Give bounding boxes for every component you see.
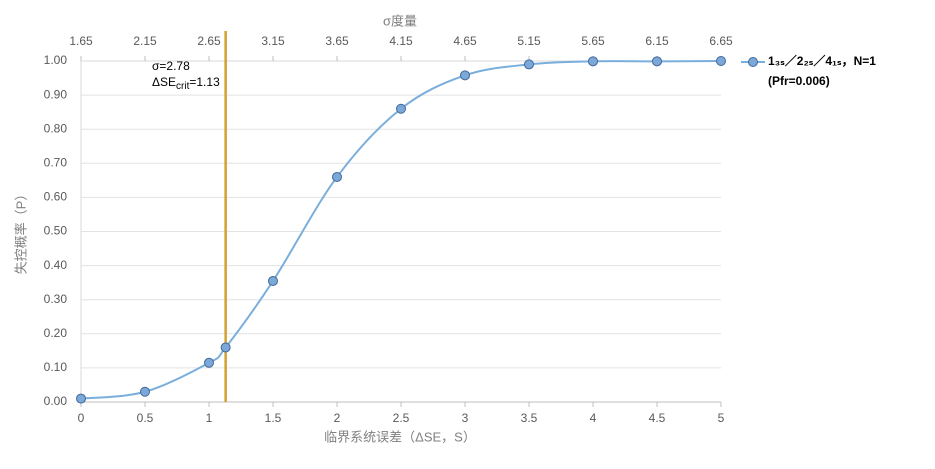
x2-tick-label: 6.15 bbox=[645, 34, 669, 48]
legend-marker bbox=[748, 57, 758, 67]
y-tick-label: 0.10 bbox=[44, 360, 68, 374]
x2-tick-label: 5.65 bbox=[581, 34, 605, 48]
legend-label: 1₃ₛ／2₂ₛ／4₁ₛ，N=1 bbox=[768, 53, 876, 68]
y-tick-label: 0.50 bbox=[44, 224, 68, 238]
x2-tick-label: 2.65 bbox=[197, 34, 221, 48]
annotation-part: =1.13 bbox=[189, 75, 220, 89]
x-tick-label: 3 bbox=[462, 411, 469, 425]
annotation-sub: crit bbox=[176, 81, 190, 92]
marker bbox=[396, 103, 406, 114]
y-tick-label: 0.20 bbox=[44, 326, 68, 340]
x2-title: σ度量 bbox=[383, 13, 417, 28]
x2-tick-label: 4.65 bbox=[453, 34, 477, 48]
x-tick-label: 0.5 bbox=[137, 411, 154, 425]
x-tick-label: 4.5 bbox=[649, 411, 666, 425]
marker bbox=[76, 393, 86, 404]
y-tick-label: 0.60 bbox=[44, 190, 68, 204]
y-tick-label: 0.40 bbox=[44, 258, 68, 272]
marker bbox=[332, 171, 342, 182]
x2-tick-label: 2.15 bbox=[133, 34, 157, 48]
y-title: 失控概率（P） bbox=[13, 188, 28, 275]
marker bbox=[268, 275, 278, 286]
x-tick-label: 2.5 bbox=[393, 411, 410, 425]
y-tick-label: 0.70 bbox=[44, 155, 68, 169]
x-tick-label: 4 bbox=[590, 411, 597, 425]
x-tick-label: 3.5 bbox=[521, 411, 538, 425]
marker bbox=[716, 56, 726, 66]
marker bbox=[588, 56, 598, 67]
x2-tick-label: 3.65 bbox=[325, 34, 349, 48]
x2-tick-label: 4.15 bbox=[389, 34, 413, 48]
annotation: ΔSEcrit=1.13 bbox=[152, 75, 220, 91]
x-tick-label: 0 bbox=[78, 411, 85, 425]
x-title: 临界系统误差（ΔSE，S） bbox=[324, 429, 476, 444]
x-tick-label: 1.5 bbox=[265, 411, 282, 425]
marker bbox=[140, 386, 150, 397]
marker bbox=[524, 59, 534, 70]
y-tick-label: 0.80 bbox=[44, 121, 68, 135]
y-tick-label: 1.00 bbox=[44, 53, 68, 67]
x2-tick-label: 3.15 bbox=[261, 34, 285, 48]
y-tick-label: 0.00 bbox=[44, 394, 68, 408]
marker bbox=[652, 56, 662, 67]
x2-tick-label: 5.15 bbox=[517, 34, 541, 48]
y-tick-label: 0.90 bbox=[44, 87, 68, 101]
legend-sublabel: (Pfr=0.006) bbox=[768, 74, 830, 88]
marker bbox=[460, 70, 470, 81]
annotation-part: ΔSE bbox=[152, 75, 176, 89]
x-tick-label: 5 bbox=[718, 411, 725, 425]
annotation: σ=2.78 bbox=[152, 59, 190, 73]
x-tick-label: 1 bbox=[206, 411, 213, 425]
marker bbox=[204, 357, 214, 368]
x2-tick-label: 6.65 bbox=[709, 34, 733, 48]
y-tick-label: 0.30 bbox=[44, 292, 68, 306]
x-tick-label: 2 bbox=[334, 411, 341, 425]
x2-tick-label: 1.65 bbox=[69, 34, 93, 48]
marker bbox=[220, 342, 231, 353]
